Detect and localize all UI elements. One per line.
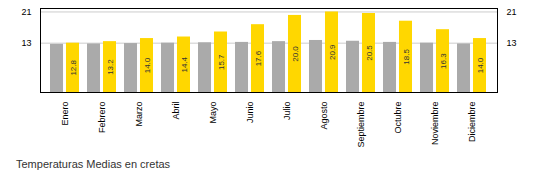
svg-text:18.5: 18.5 [402,49,411,65]
svg-text:21: 21 [507,7,517,17]
svg-text:Febrero: Febrero [97,102,107,134]
svg-text:12.8: 12.8 [69,60,78,76]
svg-text:Agosto: Agosto [319,102,329,130]
svg-text:Mayo: Mayo [208,102,218,124]
svg-text:Septiembre: Septiembre [356,102,366,148]
svg-text:Noviembre: Noviembre [430,102,440,146]
html-text:Temperaturas Medias en cretas: Temperaturas Medias en cretas [16,158,171,170]
svg-text:14.0: 14.0 [143,57,152,73]
svg-text:Junio: Junio [245,102,255,124]
svg-text:Enero: Enero [60,102,70,126]
svg-text:21: 21 [21,7,31,17]
svg-text:13.2: 13.2 [106,59,115,75]
svg-text:14.0: 14.0 [476,57,485,73]
svg-text:Marzo: Marzo [134,102,144,127]
svg-text:14.4: 14.4 [180,56,189,72]
svg-text:20.9: 20.9 [328,44,337,60]
svg-text:17.6: 17.6 [254,50,263,66]
svg-text:13: 13 [21,38,31,48]
svg-text:Diciembre: Diciembre [467,102,477,143]
svg-text:15.7: 15.7 [217,54,226,70]
svg-text:Abril: Abril [171,102,181,120]
svg-text:20.5: 20.5 [365,45,374,61]
svg-text:Octubre: Octubre [393,102,403,134]
svg-text:16.3: 16.3 [439,53,448,69]
svg-text:20.0: 20.0 [291,46,300,62]
svg-text:13: 13 [507,38,517,48]
svg-text:Julio: Julio [282,102,292,121]
